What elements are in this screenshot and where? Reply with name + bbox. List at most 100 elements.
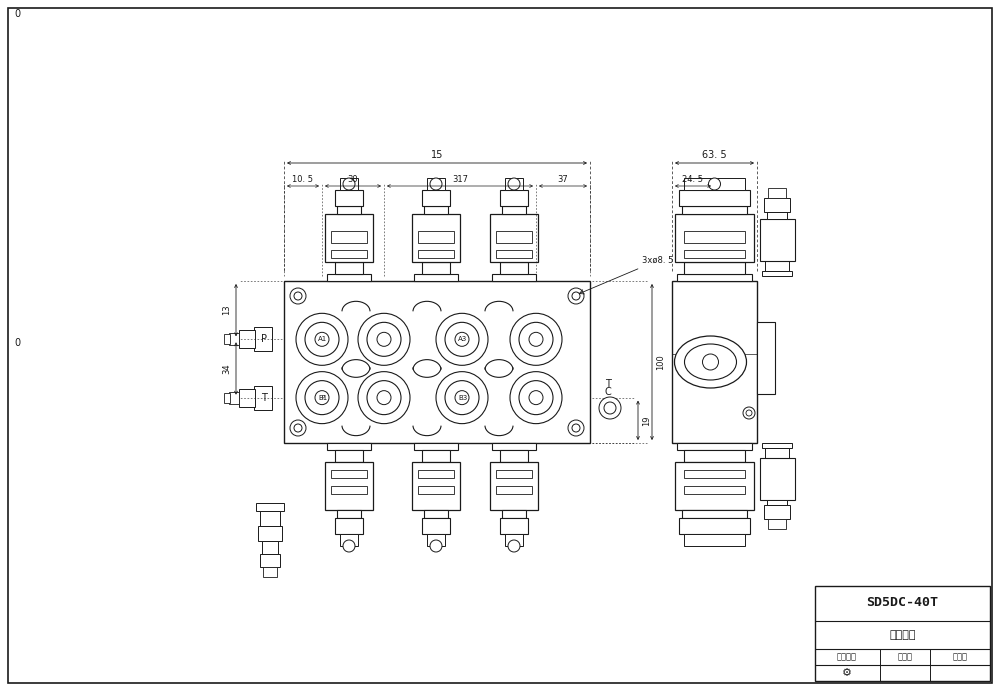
Circle shape bbox=[708, 178, 720, 190]
Text: 100: 100 bbox=[656, 354, 666, 370]
Bar bbox=[414, 274, 458, 281]
Circle shape bbox=[572, 424, 580, 432]
Bar bbox=[500, 518, 528, 534]
Bar bbox=[239, 388, 255, 406]
Circle shape bbox=[294, 424, 302, 432]
Text: 34: 34 bbox=[222, 363, 232, 374]
Bar bbox=[335, 518, 363, 534]
Bar bbox=[340, 534, 358, 546]
Circle shape bbox=[367, 322, 401, 357]
Bar bbox=[684, 250, 745, 258]
Bar bbox=[229, 392, 239, 404]
Bar bbox=[767, 500, 787, 505]
Bar bbox=[684, 231, 745, 243]
Bar bbox=[340, 178, 358, 190]
Circle shape bbox=[290, 288, 306, 304]
Circle shape bbox=[445, 381, 479, 415]
Text: 317: 317 bbox=[452, 175, 468, 184]
Circle shape bbox=[296, 313, 348, 366]
Circle shape bbox=[510, 313, 562, 366]
Bar bbox=[505, 178, 523, 190]
Text: A3: A3 bbox=[458, 337, 468, 342]
Bar bbox=[764, 198, 790, 212]
Bar bbox=[256, 503, 284, 511]
Text: C: C bbox=[605, 387, 611, 397]
Bar bbox=[414, 443, 458, 450]
Bar bbox=[254, 328, 272, 351]
Circle shape bbox=[430, 178, 442, 190]
Text: 10. 5: 10. 5 bbox=[292, 175, 314, 184]
Bar bbox=[496, 486, 532, 494]
Bar bbox=[262, 541, 278, 554]
Bar bbox=[331, 486, 367, 494]
Bar bbox=[684, 470, 745, 478]
Bar bbox=[325, 214, 373, 262]
Circle shape bbox=[529, 390, 543, 405]
Circle shape bbox=[343, 540, 355, 552]
Bar bbox=[422, 518, 450, 534]
Circle shape bbox=[455, 332, 469, 346]
Bar bbox=[331, 231, 367, 243]
Bar bbox=[677, 443, 752, 450]
Bar bbox=[427, 534, 445, 546]
Bar bbox=[684, 262, 745, 274]
Circle shape bbox=[604, 402, 616, 414]
Bar bbox=[505, 534, 523, 546]
Text: B3: B3 bbox=[458, 395, 468, 401]
Text: A1: A1 bbox=[318, 337, 328, 342]
Circle shape bbox=[508, 178, 520, 190]
Text: P: P bbox=[321, 395, 325, 400]
Text: P: P bbox=[261, 334, 267, 344]
Bar bbox=[679, 190, 750, 206]
Text: 图纸编号: 图纸编号 bbox=[889, 630, 916, 640]
Bar bbox=[502, 510, 526, 518]
Bar bbox=[422, 450, 450, 462]
Bar bbox=[331, 470, 367, 478]
Bar bbox=[422, 190, 450, 206]
Bar bbox=[263, 567, 277, 577]
Circle shape bbox=[377, 390, 391, 405]
Bar bbox=[327, 443, 371, 450]
Circle shape bbox=[702, 354, 718, 370]
Bar bbox=[672, 281, 757, 443]
Circle shape bbox=[508, 540, 520, 552]
Bar bbox=[412, 462, 460, 510]
Bar bbox=[427, 178, 445, 190]
Circle shape bbox=[599, 397, 621, 419]
Bar bbox=[492, 274, 536, 281]
Text: 30: 30 bbox=[348, 175, 358, 184]
Bar bbox=[224, 334, 230, 344]
Text: SD5DC-40T: SD5DC-40T bbox=[866, 596, 938, 609]
Circle shape bbox=[572, 292, 580, 300]
Circle shape bbox=[305, 322, 339, 357]
Bar bbox=[335, 190, 363, 206]
Bar bbox=[224, 392, 230, 403]
Bar bbox=[327, 274, 371, 281]
Bar bbox=[260, 554, 280, 567]
Ellipse shape bbox=[684, 344, 736, 380]
Circle shape bbox=[430, 540, 442, 552]
Bar bbox=[500, 262, 528, 274]
Bar bbox=[412, 214, 460, 262]
Bar bbox=[239, 330, 255, 348]
Bar bbox=[762, 443, 792, 448]
Bar bbox=[675, 462, 754, 510]
Text: B1: B1 bbox=[318, 395, 328, 401]
Circle shape bbox=[436, 372, 488, 424]
Circle shape bbox=[568, 288, 584, 304]
Circle shape bbox=[315, 390, 329, 405]
Text: ⚙: ⚙ bbox=[842, 668, 852, 678]
Bar bbox=[760, 219, 795, 261]
Ellipse shape bbox=[674, 336, 746, 388]
Circle shape bbox=[315, 332, 329, 346]
Bar bbox=[675, 214, 754, 262]
Bar bbox=[500, 190, 528, 206]
Bar bbox=[496, 470, 532, 478]
Bar bbox=[422, 262, 450, 274]
Bar bbox=[424, 206, 448, 214]
Bar bbox=[767, 212, 787, 219]
Bar bbox=[229, 333, 239, 346]
Text: 24. 5: 24. 5 bbox=[682, 175, 704, 184]
Bar bbox=[502, 206, 526, 214]
Circle shape bbox=[296, 372, 348, 424]
